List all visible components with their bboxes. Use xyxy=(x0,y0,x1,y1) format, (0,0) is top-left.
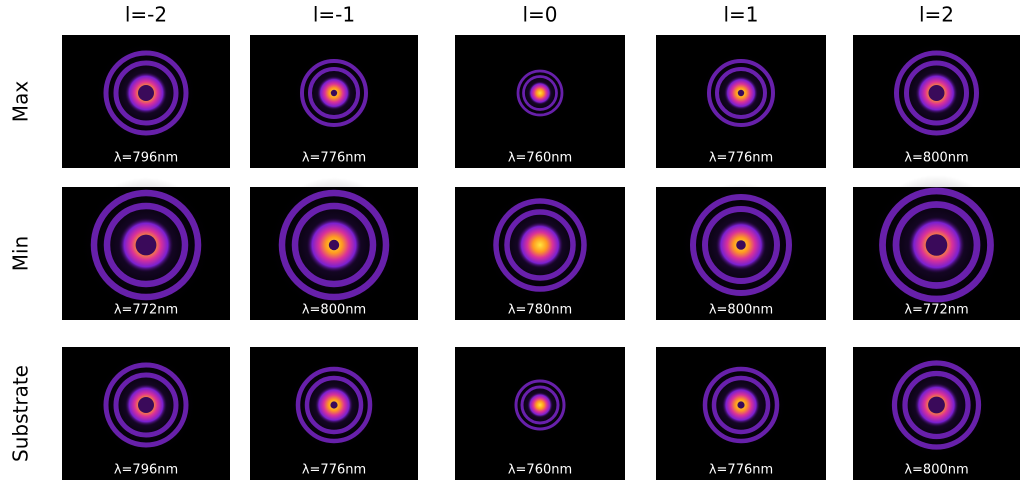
beam-panel: λ=776nm xyxy=(656,35,826,168)
beam-panel: λ=800nm xyxy=(656,183,826,320)
vortex xyxy=(138,85,154,101)
column-header: l=1 xyxy=(723,3,758,27)
beam-panel: λ=800nm xyxy=(250,177,418,320)
wavelength-label: λ=776nm xyxy=(302,151,366,166)
vortex xyxy=(929,85,945,101)
core xyxy=(528,81,551,104)
beam-panel: λ=772nm xyxy=(62,177,230,320)
beam-panel: λ=796nm xyxy=(62,35,230,168)
wavelength-label: λ=772nm xyxy=(114,303,178,318)
beam-panel: λ=760nm xyxy=(455,347,625,480)
vortex xyxy=(928,397,945,414)
vortex xyxy=(737,401,744,408)
wavelength-label: λ=776nm xyxy=(302,463,366,478)
vortex xyxy=(738,90,744,96)
row-label: Max xyxy=(9,81,33,123)
beam-panel: λ=776nm xyxy=(250,347,418,480)
beam-panel: λ=772nm xyxy=(853,175,1020,320)
beam-panel: λ=796nm xyxy=(62,347,230,480)
column-header: l=0 xyxy=(522,3,557,27)
wavelength-label: λ=800nm xyxy=(302,303,366,318)
column-header: l=-1 xyxy=(313,3,355,27)
figure: l=-2 l=-1 l=0 l=1 l=2 Max λ=796nm λ=776nm λ=760n… xyxy=(0,0,1020,480)
wavelength-label: λ=800nm xyxy=(904,151,968,166)
wavelength-label: λ=796nm xyxy=(114,463,178,478)
vortex xyxy=(136,235,157,256)
row-label: Substrate xyxy=(9,365,33,462)
vortex xyxy=(736,240,746,250)
beam-panel: λ=760nm xyxy=(455,35,625,168)
wavelength-label: λ=800nm xyxy=(709,303,773,318)
wavelength-label: λ=780nm xyxy=(508,303,572,318)
wavelength-label: λ=796nm xyxy=(114,151,178,166)
vortex xyxy=(329,240,339,250)
wavelength-label: λ=760nm xyxy=(508,463,572,478)
row-label: Min xyxy=(9,236,33,272)
vortex xyxy=(138,397,154,413)
column-header: l=-2 xyxy=(125,3,167,27)
vortex xyxy=(926,234,948,256)
wavelength-label: λ=760nm xyxy=(508,151,572,166)
beam-panel: λ=800nm xyxy=(853,347,1020,480)
beam-panel: λ=780nm xyxy=(455,187,625,320)
beam-panel: λ=776nm xyxy=(250,35,418,168)
beam-panel: λ=800nm xyxy=(853,35,1020,168)
wavelength-label: λ=776nm xyxy=(709,151,773,166)
wavelength-label: λ=772nm xyxy=(904,303,968,318)
core xyxy=(517,222,563,268)
beam-panel: λ=776nm xyxy=(656,347,826,480)
vortex xyxy=(331,90,337,96)
vortex xyxy=(330,401,337,408)
column-header: l=2 xyxy=(919,3,954,27)
wavelength-label: λ=800nm xyxy=(904,463,968,478)
wavelength-label: λ=776nm xyxy=(709,463,773,478)
core xyxy=(527,392,552,417)
